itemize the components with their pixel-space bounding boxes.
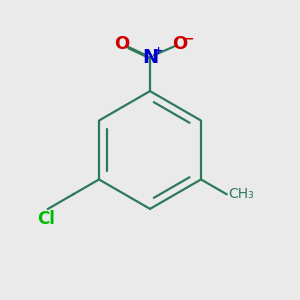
- Text: +: +: [154, 46, 163, 56]
- Text: −: −: [184, 32, 194, 45]
- Text: O: O: [172, 35, 187, 53]
- Text: O: O: [114, 35, 130, 53]
- Text: CH₃: CH₃: [228, 187, 254, 201]
- Text: N: N: [142, 48, 158, 67]
- Text: Cl: Cl: [38, 210, 56, 228]
